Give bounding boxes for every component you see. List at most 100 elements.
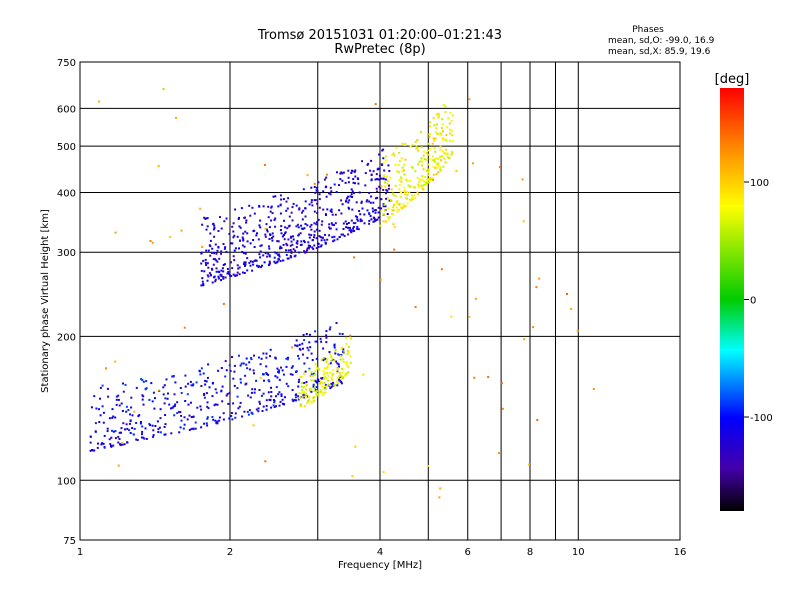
data-point <box>292 202 295 205</box>
data-point <box>378 153 381 156</box>
data-point <box>211 268 214 271</box>
data-point <box>340 378 343 381</box>
data-point <box>432 165 435 168</box>
data-point <box>324 233 326 236</box>
data-point <box>433 147 436 150</box>
data-point <box>333 359 336 362</box>
data-point <box>217 246 220 249</box>
data-point <box>208 386 211 389</box>
data-point <box>214 258 217 261</box>
data-point <box>339 358 342 361</box>
data-point <box>202 283 205 286</box>
data-point <box>269 348 272 351</box>
data-point <box>336 238 339 241</box>
data-point <box>333 183 336 186</box>
data-point <box>114 437 117 440</box>
data-point <box>239 226 242 229</box>
data-point <box>354 445 357 448</box>
data-point <box>335 322 338 324</box>
data-point <box>209 232 212 235</box>
data-point <box>301 389 304 392</box>
data-point <box>248 368 251 371</box>
x-tick-label: 2 <box>227 547 233 558</box>
data-point <box>418 180 421 183</box>
data-point <box>384 178 387 181</box>
data-point <box>320 358 323 361</box>
data-point <box>89 435 92 438</box>
data-point <box>289 236 292 239</box>
data-point <box>178 431 181 434</box>
data-point <box>204 383 207 386</box>
data-point <box>383 209 386 212</box>
data-point <box>359 213 362 216</box>
data-point <box>334 348 337 351</box>
data-point <box>255 408 258 411</box>
data-point <box>273 218 276 221</box>
data-point <box>232 402 235 405</box>
data-point <box>329 326 332 329</box>
data-point <box>342 358 345 361</box>
data-point <box>309 333 311 336</box>
data-point <box>333 346 336 349</box>
data-point <box>196 406 199 409</box>
data-point <box>429 147 432 150</box>
data-point <box>304 383 307 386</box>
data-point <box>262 392 265 395</box>
data-point <box>382 471 385 474</box>
data-point <box>144 427 147 430</box>
data-point <box>138 414 141 417</box>
data-point <box>444 138 447 141</box>
data-point <box>354 215 357 218</box>
data-point <box>375 173 378 176</box>
data-point <box>404 158 407 161</box>
data-point <box>200 408 203 411</box>
x-tick-label: 10 <box>572 547 585 558</box>
data-point <box>103 446 106 449</box>
data-point <box>135 386 138 389</box>
data-point <box>250 412 253 414</box>
data-point <box>334 213 337 216</box>
data-point <box>302 386 305 389</box>
data-point <box>324 376 327 379</box>
data-point <box>214 419 217 422</box>
data-point <box>296 344 299 347</box>
data-point <box>326 366 329 369</box>
data-point <box>338 375 341 377</box>
data-point <box>314 199 317 202</box>
data-point <box>342 233 344 236</box>
data-point <box>338 372 341 375</box>
data-point <box>316 381 319 384</box>
data-point <box>435 127 438 130</box>
data-point <box>263 379 265 382</box>
data-point <box>427 181 430 184</box>
data-point <box>164 433 167 436</box>
data-point <box>379 187 382 190</box>
data-point <box>275 252 278 255</box>
data-point <box>383 203 386 206</box>
data-point <box>265 356 268 359</box>
data-point <box>329 353 332 356</box>
data-point <box>414 196 417 199</box>
data-point <box>295 399 298 402</box>
data-point <box>331 378 334 381</box>
data-point <box>200 426 203 429</box>
data-point <box>424 176 427 179</box>
data-point <box>439 148 442 151</box>
data-point <box>440 134 443 137</box>
data-point <box>413 194 416 197</box>
data-point <box>354 175 357 178</box>
data-point <box>215 259 218 262</box>
colorbar-title: [deg] <box>715 72 750 87</box>
data-point <box>154 425 157 427</box>
data-point <box>212 228 215 231</box>
data-point <box>398 179 401 181</box>
data-point <box>329 387 332 390</box>
data-point <box>435 131 438 134</box>
data-point <box>292 248 295 251</box>
data-point <box>279 245 282 248</box>
data-point <box>395 206 398 209</box>
data-point <box>204 258 207 261</box>
data-point <box>106 427 109 430</box>
data-point <box>111 429 113 432</box>
data-point <box>523 338 526 341</box>
